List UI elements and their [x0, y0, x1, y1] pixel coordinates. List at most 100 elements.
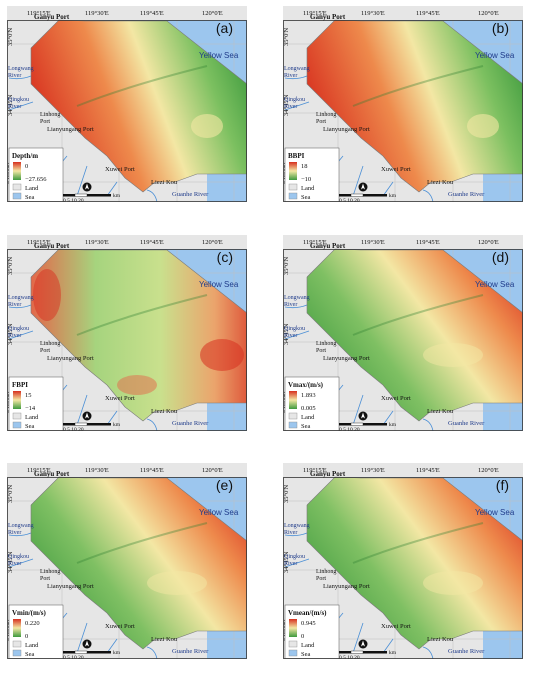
legend-max: 1.893 [301, 392, 316, 399]
svg-text:Qingkou: Qingkou [284, 326, 305, 332]
svg-text:Longwang: Longwang [284, 295, 310, 301]
label-liezi-kou: Liezi Kou [151, 179, 178, 186]
svg-text:River: River [8, 73, 21, 79]
scale-bar: 0 5 10 20 km [63, 422, 121, 431]
svg-text:Longwang: Longwang [8, 523, 34, 529]
svg-text:Linhong: Linhong [316, 341, 336, 347]
legend-land: Land [301, 642, 315, 649]
label-xuwei-port: Xuwei Port [105, 395, 135, 402]
legend-colorbar [289, 619, 297, 637]
label-guanhe-river: Guanhe River [172, 648, 209, 655]
lat-tick-label: 34°45'N [7, 94, 14, 116]
label-lianyungang-port: Lianyungang Port [47, 583, 94, 590]
label-ganyu-port: Ganyu Port [34, 13, 70, 21]
legend-colorbar [289, 162, 297, 180]
svg-text:Port: Port [40, 576, 50, 582]
svg-text:0 5 10 20: 0 5 10 20 [63, 198, 84, 202]
svg-text:Linhong: Linhong [40, 341, 60, 347]
map-panel-a: 119°15'E 119°30'E 119°45'E 120°0'E 35°0'N 34°… [7, 6, 247, 202]
legend-sea: Sea [25, 194, 35, 201]
scale-bar: 0 5 10 20 km [63, 650, 121, 659]
label-lianyungang-port: Lianyungang Port [47, 126, 94, 133]
svg-text:km: km [389, 650, 397, 656]
label-guanhe-river: Guanhe River [448, 191, 485, 198]
field-texture [352, 65, 499, 138]
lon-tick-label: 120°0'E [478, 10, 499, 17]
label-liezi-kou: Liezi Kou [151, 408, 178, 415]
svg-text:River: River [284, 73, 297, 79]
field-texture [352, 294, 484, 367]
panel-tag: (a) [216, 20, 233, 36]
svg-text:Linhong: Linhong [40, 569, 60, 575]
label-yellow-sea: Yellow Sea [475, 280, 515, 289]
lat-tick-label: 35°0'N [283, 484, 290, 503]
lon-tick-label: 119°45'E [140, 239, 164, 246]
lat-tick-label: 35°0'N [7, 256, 14, 275]
legend-sea: Sea [301, 423, 311, 430]
svg-text:River: River [284, 104, 297, 110]
legend-title: Vmean/(m/s) [288, 609, 327, 617]
lon-tick-label: 119°30'E [85, 467, 109, 474]
raster-field [307, 249, 523, 421]
svg-text:Qingkou: Qingkou [8, 554, 29, 560]
legend-title: Depth/m [12, 152, 38, 160]
label-lianyungang-port: Lianyungang Port [323, 355, 370, 362]
svg-text:Port: Port [40, 348, 50, 354]
svg-text:Longwang: Longwang [8, 66, 34, 72]
north-arrow-icon [358, 411, 368, 421]
legend-max: 15 [25, 392, 32, 399]
scale-bar: 0 5 10 20 km [339, 422, 397, 431]
label-xuwei-port: Xuwei Port [105, 623, 135, 630]
lon-tick-label: 119°45'E [416, 239, 440, 246]
label-liezi-kou: Liezi Kou [151, 636, 178, 643]
field-texture [76, 65, 223, 138]
legend-title: BBPI [288, 152, 305, 160]
legend-colorbar [13, 619, 21, 637]
legend-title: FBPI [12, 381, 28, 389]
label-lianyungang-port: Lianyungang Port [323, 583, 370, 590]
lon-tick-label: 119°15'E [303, 467, 327, 474]
scale-bar: 0 5 10 20 km [339, 193, 397, 202]
lat-tick-label: 35°0'N [7, 484, 14, 503]
legend: FBPI 15 −14 Land Sea [8, 376, 64, 431]
label-yellow-sea: Yellow Sea [475, 508, 515, 517]
svg-text:km: km [113, 422, 121, 428]
north-arrow-icon [358, 639, 368, 649]
lat-tick-label: 34°45'N [283, 551, 290, 573]
svg-text:Port: Port [316, 348, 326, 354]
label-guanhe-river: Guanhe River [172, 420, 209, 427]
svg-text:River: River [284, 561, 297, 567]
scale-bar: 0 5 10 20 km [63, 193, 121, 202]
label-ganyu-port: Ganyu Port [310, 242, 346, 250]
raster-field [31, 477, 247, 649]
scale-bar: 0 5 10 20 km [339, 650, 397, 659]
raster-field [31, 20, 247, 192]
lon-tick-label: 119°30'E [85, 239, 109, 246]
legend-colorbar [13, 162, 21, 180]
svg-text:0 5 10 20: 0 5 10 20 [63, 655, 84, 659]
legend-min: −14 [25, 405, 36, 412]
legend: Vmin/(m/s) 0.220 0 Land Sea [8, 604, 64, 659]
svg-text:River: River [8, 530, 21, 536]
legend-sea: Sea [25, 651, 35, 658]
lon-tick-label: 119°15'E [303, 239, 327, 246]
legend-sea: Sea [301, 651, 311, 658]
legend-sea: Sea [25, 423, 35, 430]
svg-text:Longwang: Longwang [8, 295, 34, 301]
legend-land: Land [301, 185, 315, 192]
label-liezi-kou: Liezi Kou [427, 179, 454, 186]
svg-text:River: River [284, 333, 297, 339]
label-lianyungang-port: Lianyungang Port [323, 126, 370, 133]
lon-tick-label: 119°15'E [27, 467, 51, 474]
field-texture [76, 522, 208, 595]
label-liezi-kou: Liezi Kou [427, 408, 454, 415]
lon-tick-label: 120°0'E [202, 10, 223, 17]
svg-text:km: km [389, 193, 397, 199]
label-ganyu-port: Ganyu Port [310, 470, 346, 478]
